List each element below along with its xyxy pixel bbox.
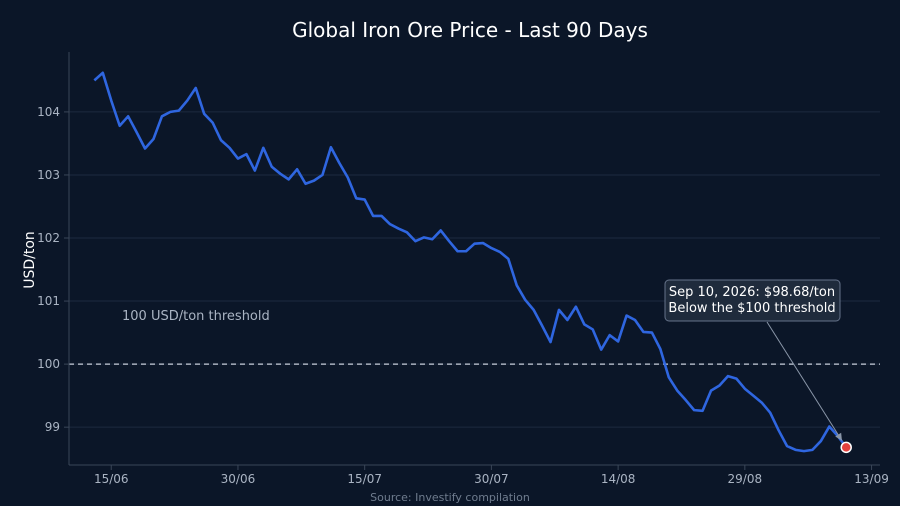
y-tick-label: 103 [37, 168, 60, 182]
x-tick-label: 30/06 [221, 472, 256, 486]
x-tick-label: 14/08 [601, 472, 636, 486]
y-tick-label: 101 [37, 294, 60, 308]
y-tick-label: 102 [37, 231, 60, 245]
x-tick-label: 29/08 [728, 472, 763, 486]
x-axis-ticks: 15/06 30/06 15/07 30/07 14/08 29/08 13/09 [94, 465, 889, 486]
callout-annotation: Sep 10, 2026: $98.68/ton Below the $100 … [664, 279, 843, 441]
callout-line-2: Below the $100 threshold [668, 301, 835, 316]
threshold-label: 100 USD/ton threshold [122, 309, 270, 324]
x-tick-label: 30/07 [474, 472, 509, 486]
x-tick-label: 15/07 [347, 472, 382, 486]
y-tick-label: 99 [45, 420, 60, 434]
source-note: Source: Investify compilation [370, 491, 530, 504]
y-tick-label: 104 [37, 105, 60, 119]
callout-line-1: Sep 10, 2026: $98.68/ton [669, 285, 835, 300]
latest-price-marker [840, 441, 852, 454]
y-axis-ticks: 99 100 101 102 103 104 [37, 105, 69, 434]
y-axis-title: USD/ton [22, 231, 38, 289]
x-tick-label: 15/06 [94, 472, 129, 486]
callout-arrow [766, 321, 843, 441]
y-tick-label: 100 [37, 357, 60, 371]
callout-box [664, 279, 841, 322]
chart-title: Global Iron Ore Price - Last 90 Days [292, 18, 648, 42]
gridlines [69, 111, 880, 428]
x-tick-label: 13/09 [854, 472, 889, 486]
callout-arrowhead [835, 432, 842, 441]
series-line [93, 71, 848, 453]
